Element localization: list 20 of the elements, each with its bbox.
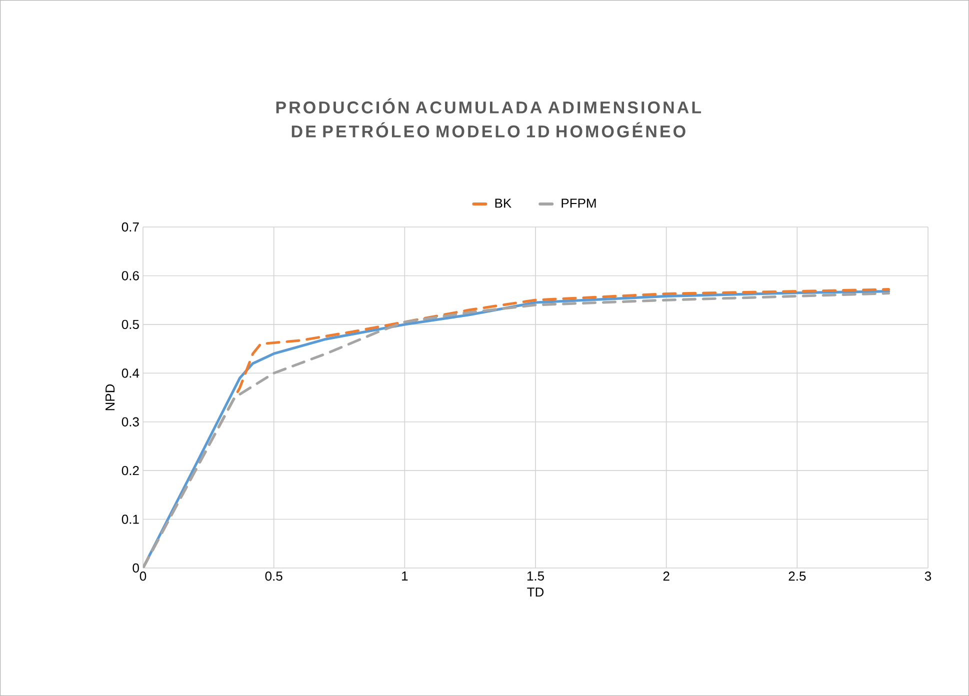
y-tick-label: 0.5 [122, 320, 139, 330]
x-axis-title: TD [527, 588, 544, 597]
x-tick-label: 0 [140, 572, 146, 581]
legend-label: PFPM [562, 198, 596, 208]
legend-label: BK [495, 198, 512, 208]
y-axis-title: NPD [106, 384, 115, 410]
chart-title: PRODUCCIÓN ACUMULADA ADIMENSIONAL DE PETRÓLEO MODELO 1D HOMOGÉNEO [276, 98, 702, 138]
y-tick-label: 0.7 [122, 222, 139, 232]
x-tick-label: 3 [924, 572, 932, 581]
x-tick-label: 1 [402, 572, 408, 580]
y-tick-label: 0.4 [122, 368, 140, 378]
x-tick-label: 1.5 [527, 572, 544, 581]
y-tick-label: 0.2 [122, 466, 139, 476]
x-tick-label: 2 [663, 572, 670, 581]
y-tick-label: 0.3 [122, 417, 139, 426]
y-tick-label: 0.6 [122, 271, 139, 280]
y-tick-label: 0 [132, 563, 139, 573]
x-tick-label: 0.5 [265, 572, 282, 581]
y-tick-label: 0.1 [122, 514, 139, 524]
x-tick-label: 2.5 [788, 572, 806, 581]
